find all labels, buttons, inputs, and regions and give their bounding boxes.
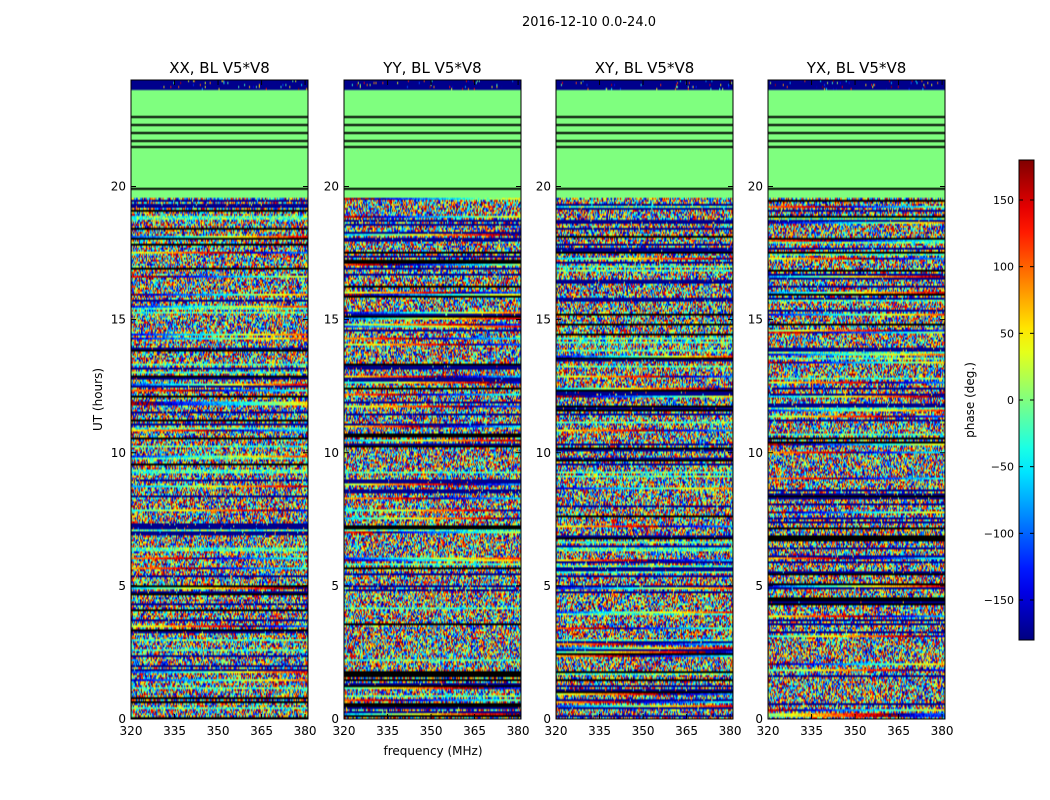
y-tick-label: 15 — [324, 313, 339, 327]
panel-title: YX, BL V5*V8 — [806, 59, 907, 77]
x-tick-label: 380 — [719, 724, 742, 738]
x-tick-label: 335 — [800, 724, 823, 738]
x-tick-label: 380 — [507, 724, 530, 738]
x-tick-label: 335 — [588, 724, 611, 738]
colorbar-tick-label: 150 — [993, 194, 1014, 207]
colorbar-tick-label: −150 — [984, 594, 1014, 607]
y-axis-label: UT (hours) — [91, 368, 105, 431]
colorbar: 150 100 50 0 −50 −100 −150 phase (deg.) — [963, 159, 1035, 641]
axes-frame — [555, 79, 734, 720]
x-tick-label: 380 — [931, 724, 954, 738]
y-tick-label: 10 — [536, 446, 551, 460]
x-tick-label: 365 — [250, 724, 273, 738]
panel-1: YY, BL V5*V8 320 335 350 365 380 0 5 10 15 20 frequ… — [324, 59, 530, 758]
panel-title: XY, BL V5*V8 — [595, 59, 695, 77]
colorbar-tick-label: −100 — [984, 527, 1014, 540]
y-tick-label: 20 — [324, 180, 339, 194]
x-tick-label: 365 — [463, 724, 486, 738]
x-tick-label: 320 — [545, 724, 568, 738]
x-tick-label: 365 — [675, 724, 698, 738]
colorbar-tick-label: 0 — [1007, 394, 1014, 407]
y-tick-label: 15 — [111, 313, 126, 327]
x-tick-label: 350 — [420, 724, 443, 738]
heatmap-raster — [556, 80, 733, 719]
y-tick-label: 0 — [118, 712, 126, 726]
x-tick-label: 380 — [294, 724, 317, 738]
axes-frame — [767, 79, 946, 720]
heatmap-raster — [131, 80, 308, 719]
x-tick-label: 365 — [887, 724, 910, 738]
heatmap-raster — [344, 80, 521, 719]
y-tick-label: 5 — [755, 579, 763, 593]
panel-3: YX, BL V5*V8 320 335 350 365 380 0 5 10 15 20 — [748, 59, 954, 738]
y-tick-label: 10 — [748, 446, 763, 460]
axes-frame — [130, 79, 309, 720]
y-tick-label: 5 — [331, 579, 339, 593]
x-axis-label: frequency (MHz) — [383, 744, 482, 758]
x-tick-label: 320 — [120, 724, 143, 738]
y-tick-label: 20 — [748, 180, 763, 194]
figure-title: 2016-12-10 0.0-24.0 — [522, 15, 656, 30]
y-tick-label: 20 — [536, 180, 551, 194]
y-tick-label: 0 — [331, 712, 339, 726]
panel-title: XX, BL V5*V8 — [169, 59, 270, 77]
x-tick-label: 350 — [632, 724, 655, 738]
colorbar-tick-label: 50 — [1000, 327, 1014, 340]
y-tick-label: 10 — [111, 446, 126, 460]
colorbar-tick-label: −50 — [991, 461, 1014, 474]
x-tick-label: 335 — [163, 724, 186, 738]
y-tick-label: 20 — [111, 180, 126, 194]
x-tick-label: 335 — [376, 724, 399, 738]
colorbar-label: phase (deg.) — [963, 362, 977, 438]
x-tick-label: 350 — [844, 724, 867, 738]
y-tick-label: 5 — [543, 579, 551, 593]
x-tick-label: 350 — [207, 724, 230, 738]
panel-title: YY, BL V5*V8 — [382, 59, 481, 77]
y-tick-label: 10 — [324, 446, 339, 460]
y-tick-label: 15 — [748, 313, 763, 327]
y-tick-label: 5 — [118, 579, 126, 593]
panels: XX, BL V5*V8 320 335 350 365 380 0 5 10 15 20 UT (h… — [91, 59, 954, 758]
x-tick-label: 320 — [333, 724, 356, 738]
y-tick-label: 0 — [755, 712, 763, 726]
heatmap-raster — [768, 80, 945, 719]
x-tick-label: 320 — [757, 724, 780, 738]
colorbar-tick-label: 100 — [993, 261, 1014, 274]
axes-frame — [343, 79, 522, 720]
y-tick-label: 0 — [543, 712, 551, 726]
panel-0: XX, BL V5*V8 320 335 350 365 380 0 5 10 15 20 UT (h… — [91, 59, 317, 738]
panel-2: XY, BL V5*V8 320 335 350 365 380 0 5 10 15 20 — [536, 59, 742, 738]
y-tick-label: 15 — [536, 313, 551, 327]
